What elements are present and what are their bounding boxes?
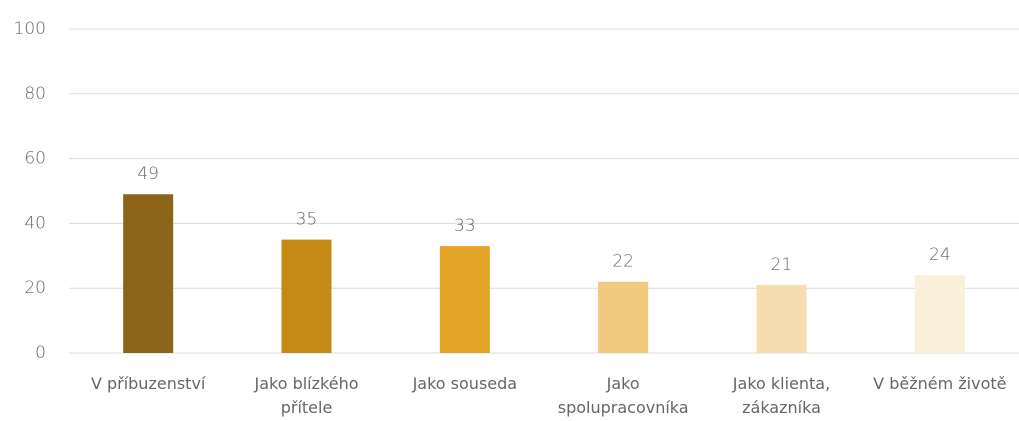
- y-tick-label: 100: [14, 19, 46, 39]
- x-tick-label: Jako klienta, zákazníka: [732, 374, 831, 417]
- data-label: 24: [929, 245, 951, 265]
- x-tick-label: Jako spolupracovníka: [557, 374, 689, 417]
- y-tick-label: 20: [24, 278, 46, 298]
- bar: [598, 281, 649, 353]
- bar: [756, 284, 807, 353]
- bar: [439, 246, 490, 353]
- bar: [914, 275, 965, 353]
- data-label: 22: [612, 252, 634, 272]
- x-tick-label: Jako blízkého přítele: [254, 374, 359, 417]
- x-tick-label: V běžném životě: [873, 374, 1007, 393]
- bar: [123, 194, 174, 353]
- x-tick-label: V příbuzenství: [90, 374, 206, 393]
- data-label: 35: [296, 210, 318, 230]
- x-tick-label: Jako souseda: [412, 374, 518, 393]
- data-label: 21: [771, 255, 793, 275]
- y-tick-label: 80: [24, 84, 46, 104]
- y-tick-label: 0: [35, 343, 46, 363]
- bar: [281, 239, 332, 353]
- y-tick-label: 60: [24, 149, 46, 169]
- y-tick-label: 40: [24, 213, 46, 233]
- data-label: 33: [454, 216, 476, 236]
- data-label: 49: [137, 164, 159, 184]
